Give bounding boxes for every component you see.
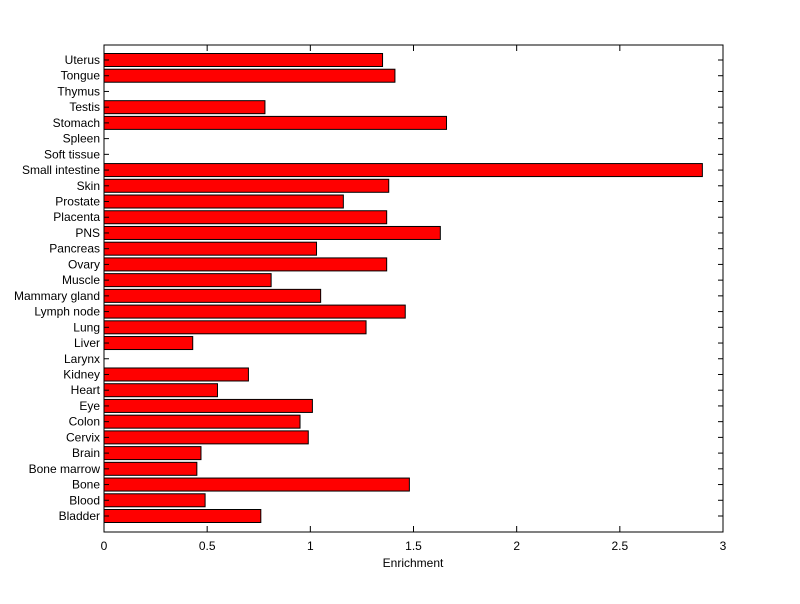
bar — [103, 414, 301, 429]
y-tick-label: Small intestine — [22, 163, 100, 177]
y-tick-label: Liver — [74, 336, 100, 350]
x-tick-label: 0.5 — [199, 539, 216, 553]
y-tick-label: Bladder — [59, 509, 100, 523]
y-tick-label: Stomach — [53, 116, 100, 130]
bar — [103, 430, 309, 445]
y-tick-label: PNS — [75, 226, 100, 240]
bar — [103, 194, 344, 209]
bar — [103, 115, 448, 130]
y-tick-label: Muscle — [62, 273, 100, 287]
y-tick-label: Testis — [69, 100, 100, 114]
bar — [103, 53, 384, 67]
y-tick-label: Skin — [77, 179, 100, 193]
x-tick-label: 1.5 — [405, 539, 422, 553]
y-tick-label: Lymph node — [34, 305, 100, 319]
bar — [103, 225, 441, 240]
y-tick-label: Lung — [73, 320, 100, 334]
bar — [103, 367, 249, 382]
y-tick-label: Mammary gland — [14, 289, 100, 303]
y-tick-label: Pancreas — [49, 242, 100, 256]
bar — [103, 241, 318, 256]
y-tick-label: Placenta — [53, 210, 100, 224]
bar — [103, 163, 703, 178]
y-tick-label: Spleen — [63, 132, 100, 146]
bar — [103, 477, 410, 492]
y-tick-label: Blood — [69, 493, 100, 507]
bar — [103, 446, 202, 461]
y-tick-label: Eye — [79, 399, 100, 413]
y-tick-label: Kidney — [63, 367, 100, 381]
y-tick-label: Tongue — [61, 69, 101, 83]
bar — [103, 257, 388, 272]
y-tick-label: Heart — [71, 383, 101, 397]
bar — [103, 461, 198, 476]
bar — [103, 178, 390, 193]
y-tick-label: Ovary — [68, 257, 100, 271]
y-tick-label: Bone marrow — [29, 462, 101, 476]
y-tick-label: Larynx — [64, 352, 100, 366]
x-tick-label: 2.5 — [611, 539, 628, 553]
bar — [103, 100, 266, 115]
x-tick-label: 3 — [720, 539, 727, 553]
bar — [103, 336, 194, 351]
x-tick-label: 0 — [101, 539, 108, 553]
x-tick-label: 2 — [513, 539, 520, 553]
bar — [103, 320, 367, 335]
bar — [103, 304, 406, 319]
y-tick-label: Soft tissue — [44, 147, 100, 161]
bar — [103, 210, 388, 225]
x-tick-label: 1 — [307, 539, 314, 553]
y-tick-label: Uterus — [65, 53, 100, 67]
y-tick-label: Cervix — [66, 430, 100, 444]
y-tick-label: Colon — [69, 415, 100, 429]
bar — [103, 288, 322, 303]
bar — [103, 509, 262, 523]
bar — [103, 398, 313, 413]
bar — [103, 493, 206, 508]
y-tick-label: Brain — [72, 446, 100, 460]
y-tick-label: Prostate — [55, 195, 100, 209]
bar — [103, 68, 396, 83]
x-axis-label: Enrichment — [383, 556, 444, 570]
bar — [103, 383, 218, 398]
y-tick-label: Bone — [72, 478, 100, 492]
bar — [103, 273, 272, 288]
y-tick-label: Thymus — [57, 84, 100, 98]
